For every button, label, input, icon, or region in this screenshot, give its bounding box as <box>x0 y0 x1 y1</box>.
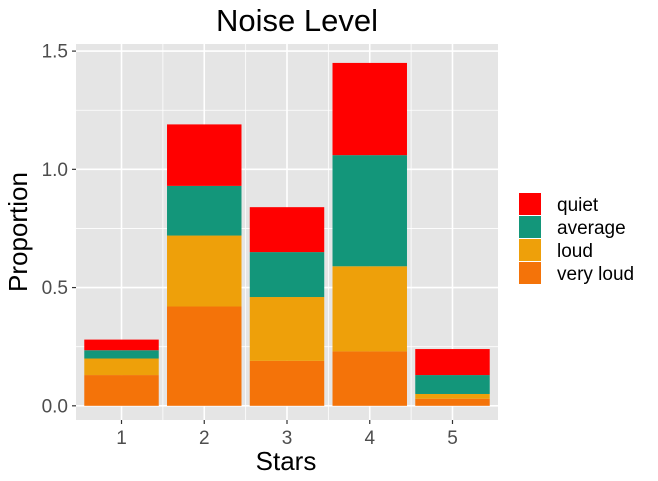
x-tick-label: 5 <box>447 428 458 449</box>
bars <box>84 62 490 406</box>
legend-label: average <box>557 218 626 239</box>
bar-segment-average-4 <box>332 155 407 267</box>
bar-segment-quiet-1 <box>84 339 159 351</box>
legend-label: loud <box>557 241 593 262</box>
y-axis-title: Proportion <box>3 172 33 292</box>
bar-segment-very-loud-1 <box>84 375 159 406</box>
bar-segment-loud-1 <box>84 358 159 376</box>
bar-segment-quiet-5 <box>415 349 490 376</box>
bar-segment-quiet-3 <box>249 207 325 253</box>
bar-segment-average-1 <box>84 350 159 359</box>
bar-segment-loud-3 <box>249 297 325 361</box>
chart-title: Noise Level <box>216 3 378 38</box>
x-axis: 1 2 3 4 5 <box>116 420 458 449</box>
legend-swatch-very-loud <box>519 262 541 284</box>
bar-segment-average-2 <box>167 185 242 236</box>
bar-segment-average-5 <box>415 375 490 394</box>
bar-segment-loud-2 <box>167 235 242 307</box>
bar-segment-average-3 <box>249 252 325 298</box>
bar-segment-very-loud-2 <box>167 306 242 406</box>
bar-segment-loud-5 <box>415 393 490 399</box>
x-tick-label: 2 <box>199 428 210 449</box>
bar-segment-quiet-4 <box>332 62 407 156</box>
y-tick-label: 1.5 <box>42 42 68 63</box>
y-axis: 0.0 0.5 1.0 1.5 <box>42 42 76 417</box>
y-tick-label: 0.5 <box>42 278 68 299</box>
x-axis-title: Stars <box>256 446 317 476</box>
legend-swatch-average <box>519 216 541 238</box>
y-tick-label: 1.0 <box>42 160 68 181</box>
bar-segment-quiet-2 <box>167 124 242 186</box>
legend-label: very loud <box>557 264 634 285</box>
legend-swatch-loud <box>519 239 541 261</box>
y-tick-label: 0.0 <box>42 396 68 417</box>
bar-segment-very-loud-5 <box>415 398 490 406</box>
x-tick-label: 3 <box>282 428 293 449</box>
bar-segment-very-loud-4 <box>332 351 407 406</box>
legend-swatch-quiet <box>519 193 541 215</box>
x-tick-label: 4 <box>364 428 375 449</box>
x-tick-label: 1 <box>116 428 127 449</box>
bar-segment-loud-4 <box>332 266 407 352</box>
bar-segment-very-loud-3 <box>249 360 325 406</box>
legend-label: quiet <box>557 195 599 216</box>
